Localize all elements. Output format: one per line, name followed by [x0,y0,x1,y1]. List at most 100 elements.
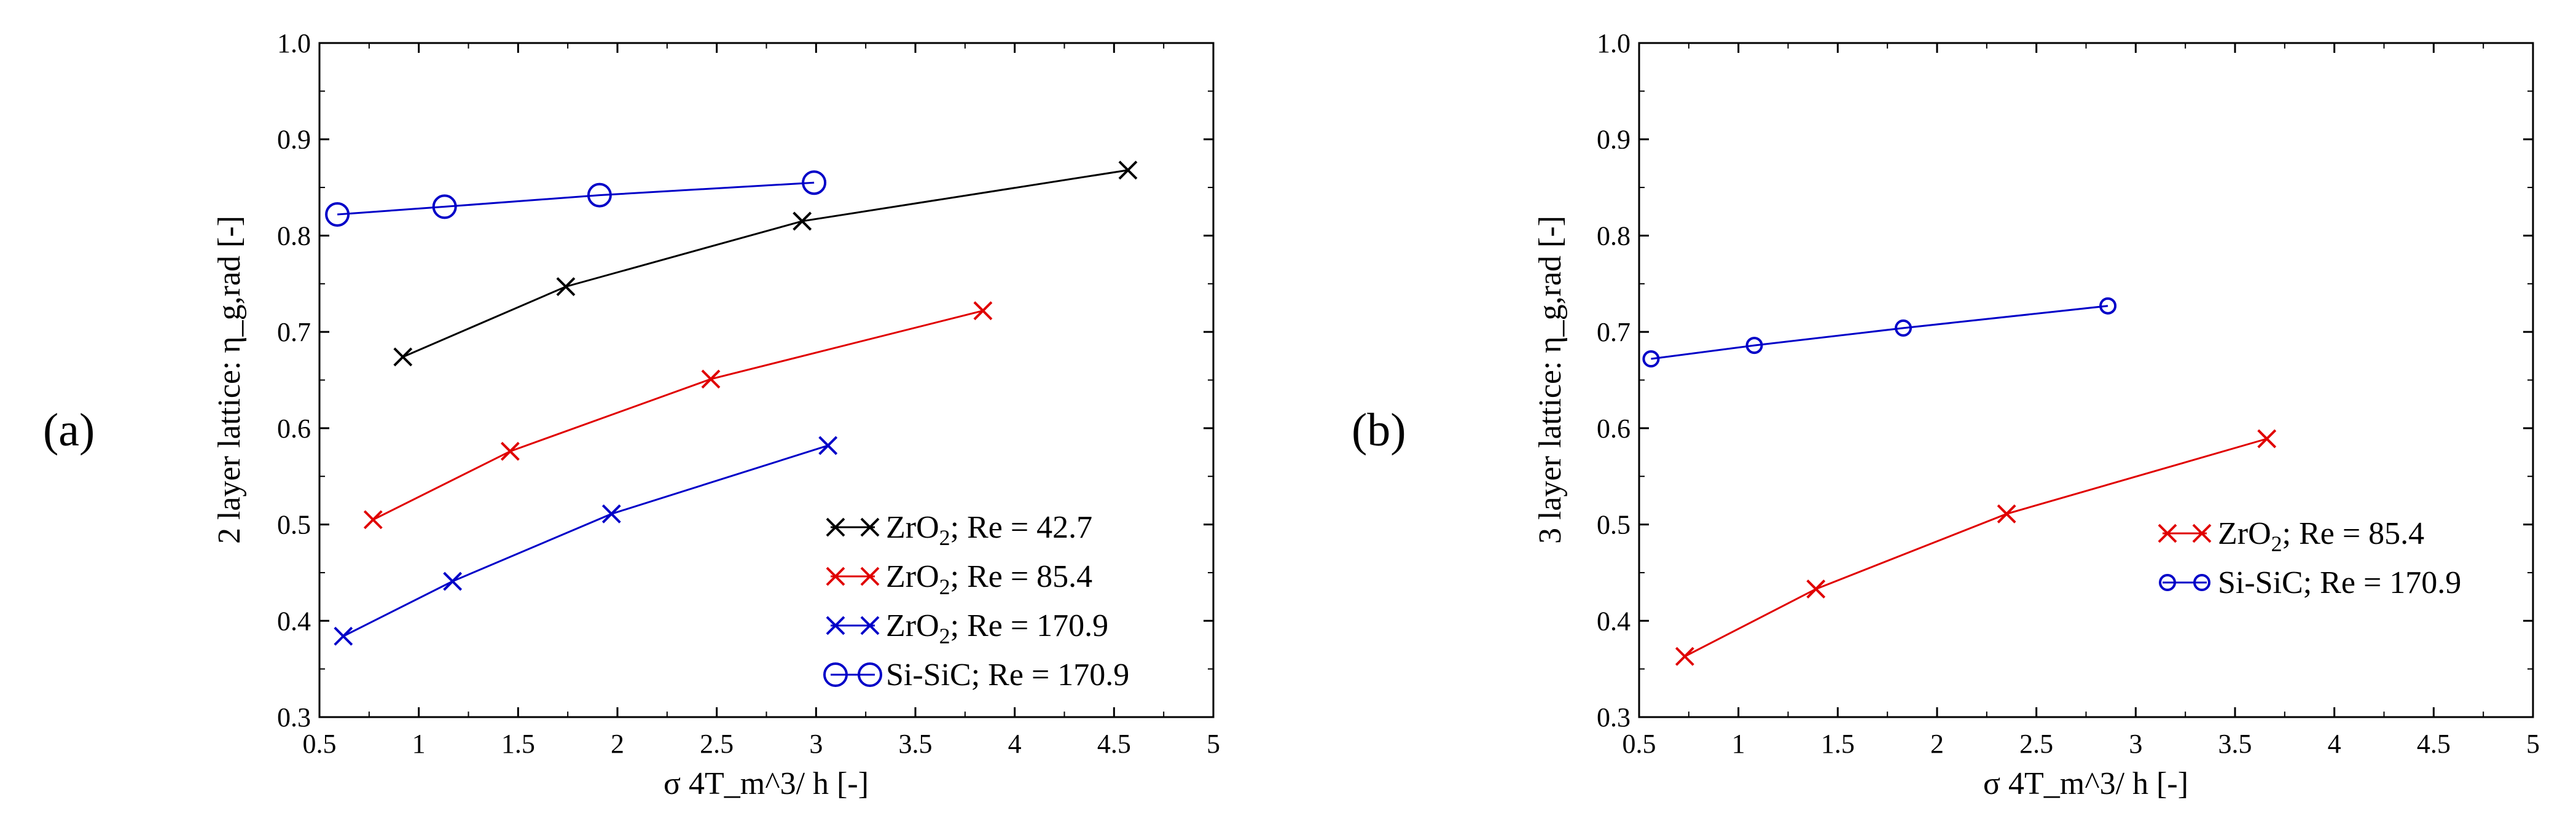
series-line [1684,438,2268,657]
data-point [556,277,576,296]
data-point [587,182,612,208]
series-b-1 [1642,297,2117,368]
legend-label-main: ZrO [886,608,939,643]
x-tick-label: 5 [2526,729,2540,759]
legend-label-rest: ; Re = 85.4 [2282,516,2425,551]
y-axis-label-b: 3 layer lattice: η_g,rad [-] [1533,216,1568,544]
legend-marker [823,662,848,687]
legend-marker [2192,524,2212,543]
legend-label-subscript: 2 [939,525,950,550]
data-point [1895,319,1912,337]
legend-marker [858,662,882,687]
x-axis-label-b: σ 4T_m^3/ h [-] [1983,766,2188,801]
x-axis-label-a: σ 4T_m^3/ h [-] [664,766,869,801]
legend-entry: Si-SiC; Re = 170.9 [2159,565,2461,600]
legend-marker [860,517,880,537]
legend-label-main: ZrO [886,559,939,594]
x-tick-label: 4.5 [1097,729,1131,759]
y-tick-label: 0.6 [1597,414,1631,444]
y-tick-label: 0.8 [1597,221,1631,251]
legend-label: Si-SiC; Re = 170.9 [886,657,1129,693]
legend-label-rest: ; Re = 42.7 [950,510,1093,545]
series-line [1651,305,2108,360]
panel-label-b: (b) [1352,404,1406,456]
data-point [393,347,413,367]
legend-label: ZrO2; Re = 85.4 [2218,516,2424,556]
x-tick-label: 1 [1732,729,1745,759]
axis-ticks-b: 0.5 1 1.5 2 2.5 3 3.5 4 4.5 5 0.3 0.4 0.5 0.6 0.7 0.8 0.… [1597,28,2540,759]
legend-label: Si-SiC; Re = 170.9 [2218,565,2461,600]
x-tick-label: 2.5 [700,729,734,759]
data-point [2257,429,2277,449]
data-point [2099,297,2117,315]
legend-marker [826,567,845,586]
legend-label-subscript: 2 [939,624,950,648]
legend-label: ZrO2; Re = 42.7 [886,510,1092,550]
x-tick-label: 2 [1930,729,1944,759]
series-a-2 [334,436,838,646]
legend-label-subscript: 2 [939,575,950,599]
y-tick-label: 0.5 [277,510,311,540]
legend-label-rest: ; Re = 170.9 [950,608,1109,643]
y-tick-label: 0.7 [277,317,311,347]
legend-label-main: ZrO [886,510,939,545]
legend-entry: Si-SiC; Re = 170.9 [823,657,1129,693]
legend-label-main: Si-SiC; Re = 170.9 [2218,565,2461,600]
series-layer-a [325,160,1138,646]
chart-panel-b: (b) 0.5 1 1.5 2 2.5 3 3.5 4 4.5 50.30.40.50.60.70… [1352,28,2540,801]
data-point [1745,337,1763,355]
legend-entry: ZrO2; Re = 170.9 [826,608,1109,648]
data-point [334,626,353,646]
series-a-0 [393,160,1138,367]
series-a-1 [363,301,993,530]
legend-label-rest: ; Re = 85.4 [950,559,1093,594]
y-tick-label: 0.9 [1597,125,1631,155]
x-tick-label: 5 [1207,729,1220,759]
legend-marker [860,616,880,635]
data-point [1675,646,1694,666]
panel-label-a: (a) [43,404,95,456]
legend-label-main: Si-SiC; Re = 170.9 [886,657,1129,693]
data-point [973,301,993,321]
legend-marker [826,616,845,635]
x-tick-label: 0.5 [303,729,337,759]
legend-b: ZrO2; Re = 85.4 Si-SiC; Re = 170.9 [2158,516,2461,600]
series-line [337,181,815,216]
x-tick-label: 2 [611,729,624,759]
y-tick-label: 0.8 [277,221,311,251]
y-tick-label: 1.0 [1597,28,1631,58]
data-point [701,369,721,389]
data-point [325,202,350,227]
x-tick-label: 0.5 [1623,729,1656,759]
data-point [601,504,621,524]
legend-entry: ZrO2; Re = 85.4 [826,559,1092,599]
series-b-0 [1675,429,2277,666]
legend-label: ZrO2; Re = 85.4 [886,559,1092,599]
y-tick-label: 0.4 [277,606,311,636]
data-point [1118,160,1138,180]
y-tick-label: 1.0 [277,28,311,58]
legend-marker [2159,574,2176,591]
series-layer-b [1642,297,2277,666]
series-line [343,444,829,637]
y-axis-label-a: 2 layer lattice: η_g,rad [-] [212,216,247,544]
chart-panel-a: (a) 0.5 1 1.5 2 2.5 3 3.5 4 4.5 50.30.40.50.60.70… [43,28,1220,801]
legend-entry: ZrO2; Re = 85.4 [2158,516,2424,556]
x-tick-label: 4.5 [2417,729,2451,759]
x-tick-label: 3.5 [2218,729,2252,759]
data-point [818,436,838,455]
x-tick-label: 3 [2129,729,2142,759]
y-tick-label: 0.7 [1597,317,1631,347]
y-tick-label: 0.3 [277,702,311,732]
legend-label-main: ZrO [2218,516,2271,551]
series-line [402,169,1129,358]
legend-entry: ZrO2; Re = 42.7 [826,510,1092,550]
legend-marker [2193,574,2210,591]
data-point [500,442,520,461]
y-tick-label: 0.5 [1597,510,1631,540]
legend-marker [860,567,880,586]
data-point [793,211,812,231]
x-tick-label: 1.5 [501,729,535,759]
legend-label-subscript: 2 [2271,532,2282,556]
